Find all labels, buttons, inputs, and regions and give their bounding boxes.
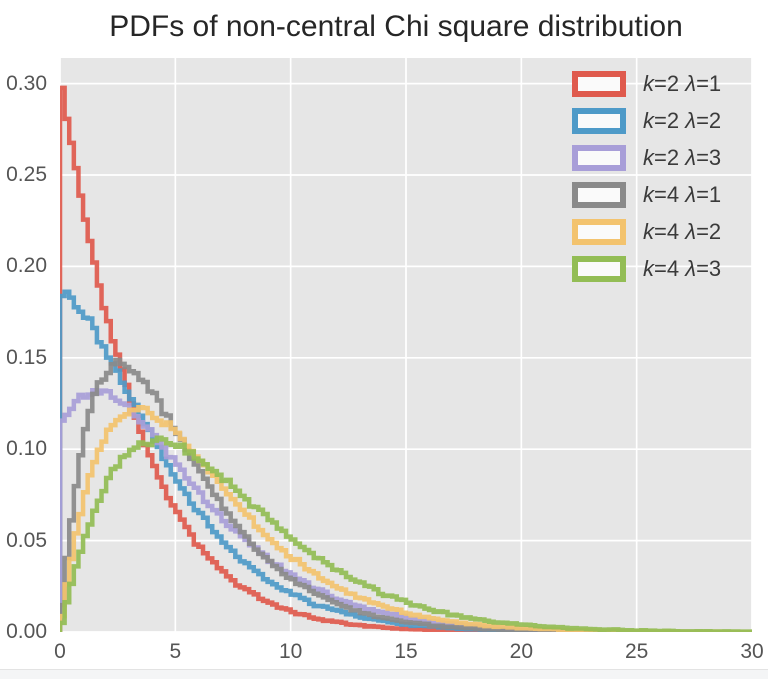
y-tick-label: 0.30 [6, 71, 47, 95]
legend-label: k=2 λ=1 [643, 71, 722, 96]
chart-title: PDFs of non-central Chi square distribut… [109, 10, 683, 43]
legend-swatch [572, 256, 626, 282]
y-tick-label: 0.15 [6, 345, 47, 369]
legend-row: k=2 λ=3 [572, 145, 721, 171]
y-tick-label: 0.25 [6, 162, 47, 186]
x-tick-label: 30 [740, 640, 764, 663]
x-tick-label: 0 [54, 640, 66, 663]
x-tick-label: 15 [394, 640, 418, 663]
legend-label: k=4 λ=3 [643, 256, 722, 281]
legend-swatch [572, 182, 626, 208]
page-bottom-strip [0, 669, 768, 679]
legend-label: k=2 λ=3 [643, 145, 722, 170]
y-tick-label: 0.20 [6, 254, 47, 278]
x-tick-label: 5 [169, 640, 182, 663]
legend-label: k=2 λ=2 [643, 108, 722, 133]
x-tick-label: 10 [278, 640, 303, 663]
legend-swatch [572, 219, 626, 245]
y-tick-label: 0.00 [6, 620, 47, 643]
legend-label: k=4 λ=2 [643, 219, 722, 244]
legend-label: k=4 λ=1 [643, 182, 722, 207]
x-tick-label: 25 [624, 640, 649, 663]
legend-row: k=4 λ=2 [572, 219, 721, 245]
y-tick-label: 0.05 [6, 528, 47, 552]
legend-swatch [572, 71, 626, 97]
legend-row: k=2 λ=2 [572, 108, 721, 134]
y-tick-label: 0.10 [6, 437, 47, 461]
x-tick-label: 20 [509, 640, 534, 663]
legend-swatch [572, 108, 626, 134]
legend-row: k=2 λ=1 [572, 71, 721, 97]
legend-row: k=4 λ=1 [572, 182, 721, 208]
legend-row: k=4 λ=3 [572, 256, 721, 282]
legend-swatch [572, 145, 626, 171]
